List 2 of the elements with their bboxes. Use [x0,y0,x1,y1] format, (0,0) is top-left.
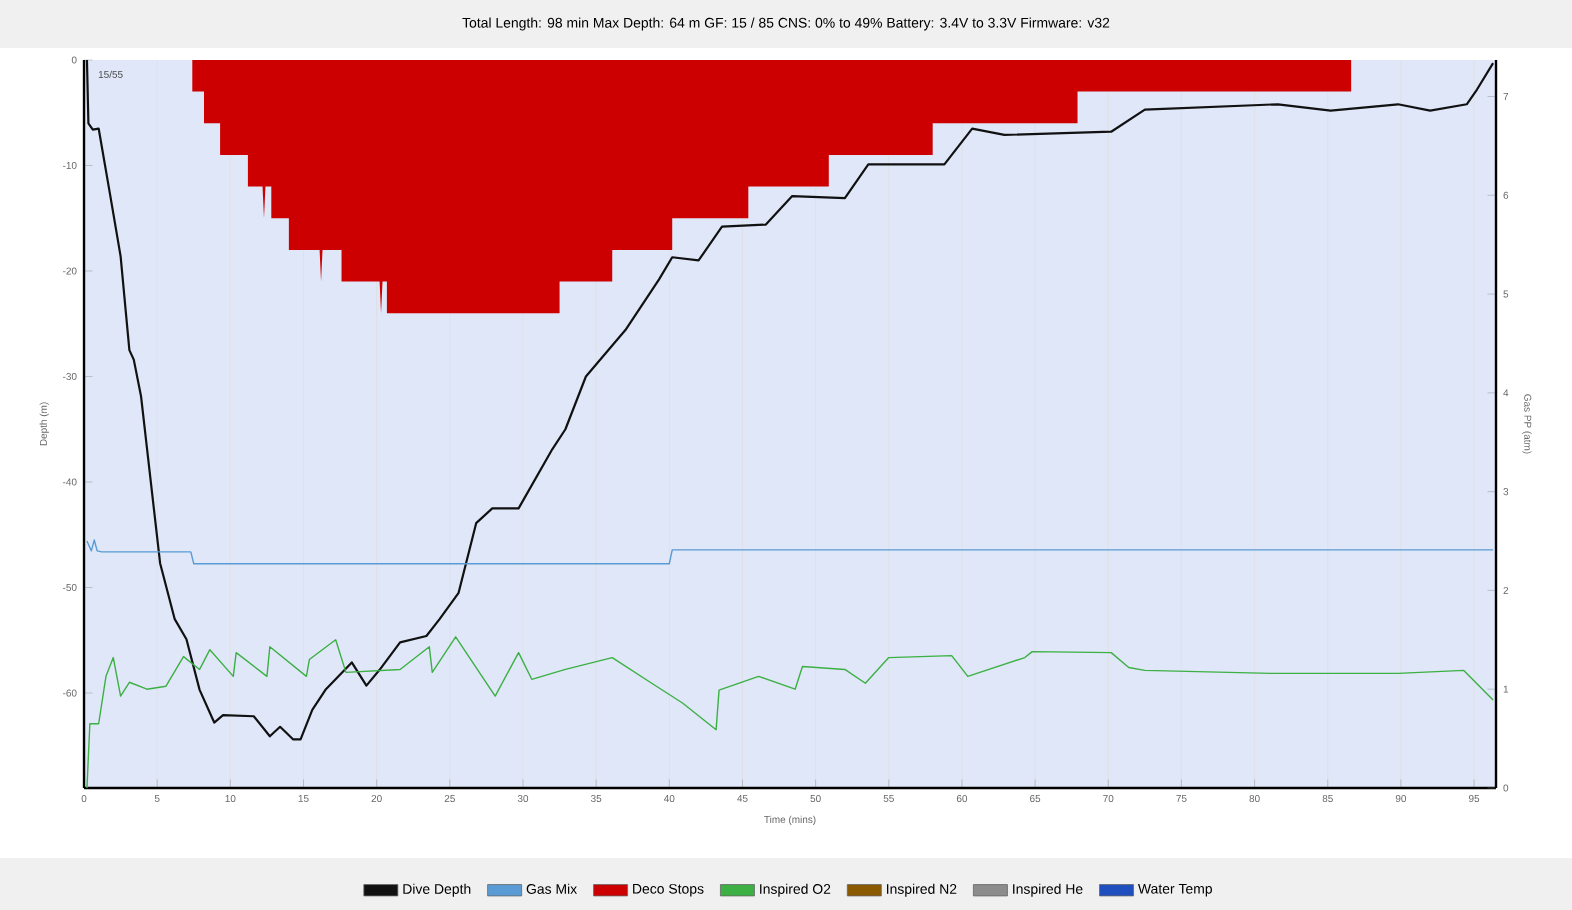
line-series [86,539,1494,565]
line-series [85,59,1495,741]
